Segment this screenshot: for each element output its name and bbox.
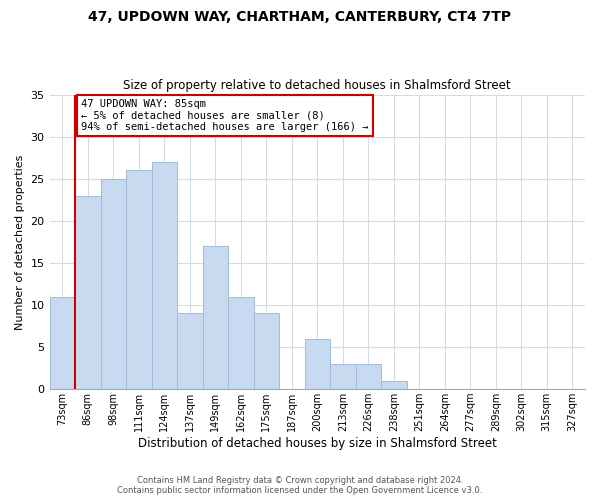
Text: 47 UPDOWN WAY: 85sqm
← 5% of detached houses are smaller (8)
94% of semi-detache: 47 UPDOWN WAY: 85sqm ← 5% of detached ho…: [82, 99, 369, 132]
Y-axis label: Number of detached properties: Number of detached properties: [15, 154, 25, 330]
X-axis label: Distribution of detached houses by size in Shalmsford Street: Distribution of detached houses by size …: [138, 437, 497, 450]
Bar: [126, 170, 152, 389]
Bar: [305, 338, 330, 389]
Bar: [177, 314, 203, 389]
Bar: [203, 246, 228, 389]
Title: Size of property relative to detached houses in Shalmsford Street: Size of property relative to detached ho…: [124, 79, 511, 92]
Bar: [254, 314, 279, 389]
Bar: [330, 364, 356, 389]
Bar: [356, 364, 381, 389]
Bar: [152, 162, 177, 389]
Text: Contains HM Land Registry data © Crown copyright and database right 2024.
Contai: Contains HM Land Registry data © Crown c…: [118, 476, 482, 495]
Bar: [75, 196, 101, 389]
Bar: [50, 296, 75, 389]
Bar: [381, 380, 407, 389]
Bar: [228, 296, 254, 389]
Bar: [101, 178, 126, 389]
Text: 47, UPDOWN WAY, CHARTHAM, CANTERBURY, CT4 7TP: 47, UPDOWN WAY, CHARTHAM, CANTERBURY, CT…: [88, 10, 512, 24]
